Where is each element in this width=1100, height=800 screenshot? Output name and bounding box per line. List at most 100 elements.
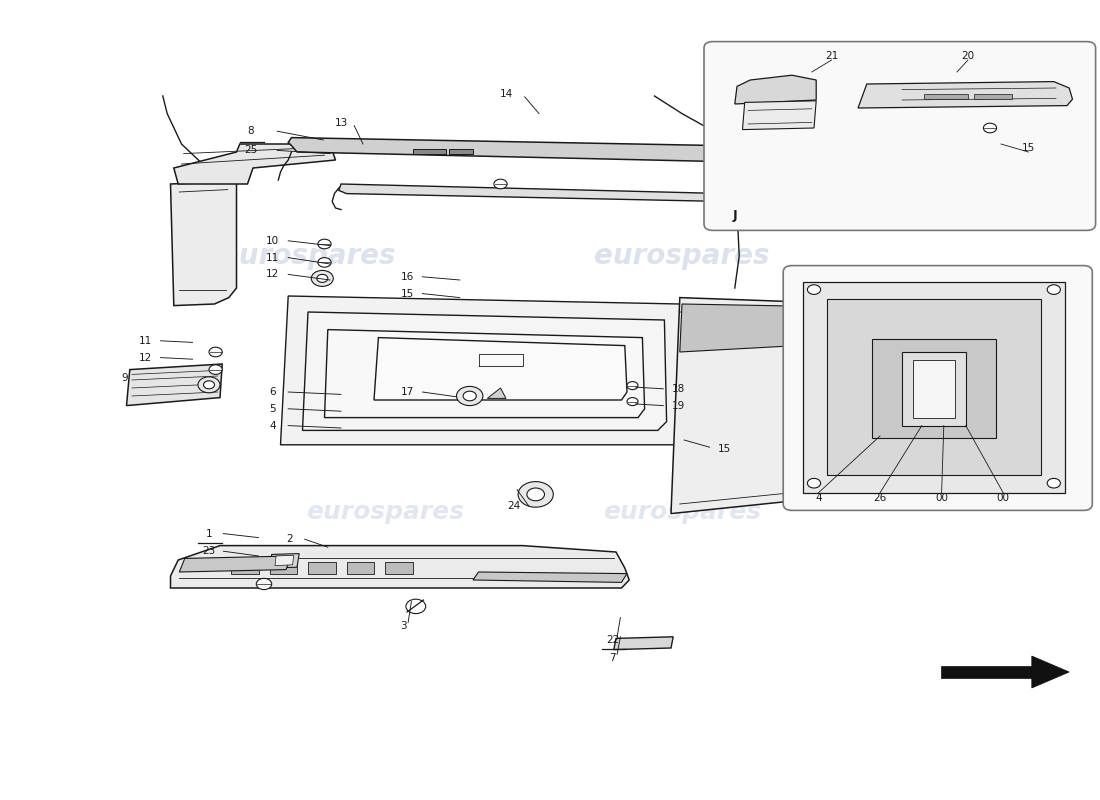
Polygon shape [913,360,955,418]
Text: eurospares: eurospares [306,500,464,524]
Circle shape [209,347,222,357]
Text: 21: 21 [825,51,838,61]
Text: eurospares: eurospares [220,242,396,270]
Circle shape [725,183,738,193]
Text: 1: 1 [206,529,212,538]
Polygon shape [231,562,258,574]
Text: 13: 13 [334,118,348,128]
Polygon shape [270,562,297,574]
Text: 25: 25 [244,146,257,155]
Polygon shape [803,282,1065,493]
Text: 17: 17 [400,387,414,397]
Polygon shape [858,82,1072,108]
Polygon shape [974,94,1012,99]
Polygon shape [280,296,682,445]
Circle shape [807,285,821,294]
Circle shape [1047,478,1060,488]
Text: 12: 12 [266,270,279,279]
Circle shape [406,599,426,614]
Circle shape [311,270,333,286]
Text: 5: 5 [270,404,276,414]
Circle shape [807,478,821,488]
Circle shape [198,377,220,393]
Polygon shape [374,338,627,400]
Text: eurospares: eurospares [603,500,761,524]
Text: 11: 11 [139,336,152,346]
Circle shape [256,578,272,590]
Text: 4: 4 [270,421,276,430]
Text: 23: 23 [202,546,216,556]
Polygon shape [487,388,506,398]
Text: 18: 18 [672,384,685,394]
Polygon shape [346,562,374,574]
Text: 6: 6 [270,387,276,397]
Polygon shape [288,138,737,162]
Polygon shape [339,184,732,202]
Circle shape [518,482,553,507]
Polygon shape [614,637,673,650]
Text: 20: 20 [961,51,975,61]
Text: 22: 22 [606,635,619,645]
Text: 00: 00 [997,493,1010,502]
Polygon shape [308,562,336,574]
Polygon shape [275,555,294,566]
Text: 00: 00 [935,493,948,502]
Text: 9: 9 [121,374,128,383]
Text: 15: 15 [718,444,732,454]
Circle shape [204,381,214,389]
Polygon shape [385,562,412,574]
Text: 15: 15 [1022,143,1035,153]
Polygon shape [170,176,236,306]
Polygon shape [940,666,1050,678]
Polygon shape [872,339,996,438]
Text: 12: 12 [139,353,152,362]
Polygon shape [412,149,446,154]
Polygon shape [473,572,627,582]
FancyBboxPatch shape [783,266,1092,510]
Polygon shape [449,149,473,154]
Polygon shape [179,556,292,572]
Text: 2: 2 [286,534,293,544]
Text: 15: 15 [400,289,414,298]
Circle shape [494,179,507,189]
Circle shape [463,391,476,401]
Text: eurospares: eurospares [594,242,770,270]
Circle shape [983,123,997,133]
Polygon shape [924,94,968,99]
Polygon shape [126,364,222,406]
Polygon shape [174,144,336,184]
Circle shape [1047,285,1060,294]
Polygon shape [680,304,900,352]
Text: 24: 24 [507,502,520,511]
Text: 26: 26 [873,493,887,502]
Circle shape [456,386,483,406]
Polygon shape [324,330,645,418]
Circle shape [527,488,544,501]
Polygon shape [902,352,966,426]
FancyBboxPatch shape [704,42,1096,230]
Polygon shape [671,298,913,514]
Circle shape [209,365,222,374]
Text: 11: 11 [266,253,279,262]
Polygon shape [742,101,816,130]
Polygon shape [170,546,629,588]
Circle shape [627,398,638,406]
Polygon shape [827,299,1041,475]
Text: 10: 10 [266,236,279,246]
Circle shape [317,274,328,282]
Text: 19: 19 [672,401,685,410]
Circle shape [318,258,331,267]
Text: 14: 14 [499,90,513,99]
Text: J: J [733,210,737,222]
Polygon shape [270,554,299,568]
Text: 16: 16 [400,272,414,282]
Polygon shape [1032,656,1069,688]
Polygon shape [302,312,667,430]
Circle shape [318,239,331,249]
Circle shape [627,382,638,390]
Polygon shape [735,75,816,104]
Text: 7: 7 [609,653,616,662]
Text: 4: 4 [815,493,822,502]
Text: 3: 3 [400,621,407,630]
Text: 8: 8 [248,126,254,136]
